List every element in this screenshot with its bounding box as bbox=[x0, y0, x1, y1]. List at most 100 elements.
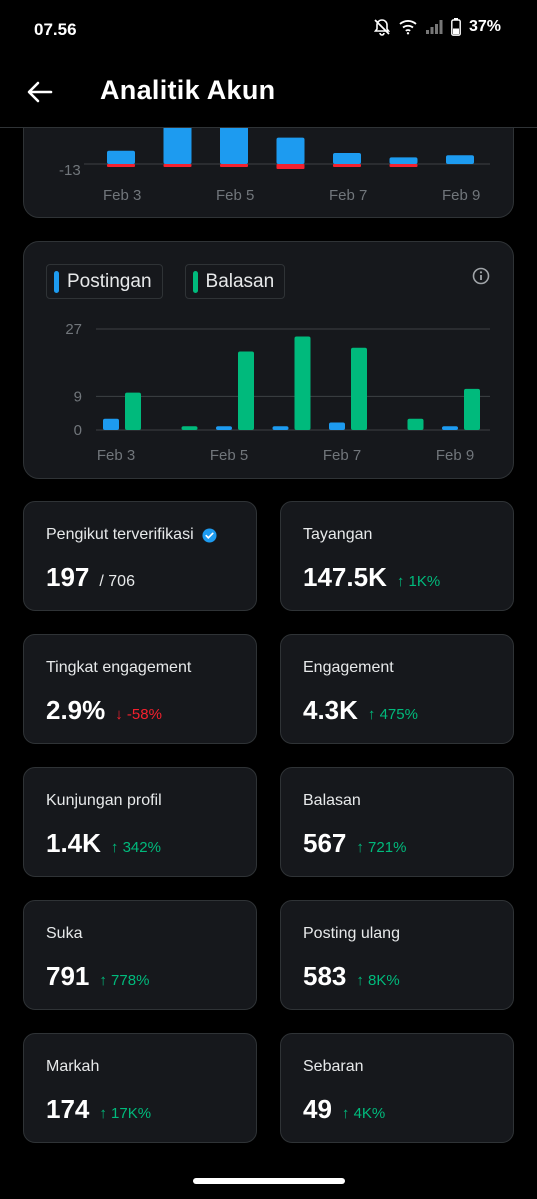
page-title: Analitik Akun bbox=[100, 75, 276, 105]
stat-change: ↑ 4K% bbox=[341, 1105, 386, 1122]
stat-label-text: Tingkat engagement bbox=[46, 659, 192, 676]
bar-positive bbox=[107, 150, 135, 164]
stat-label: Engagement bbox=[303, 659, 394, 677]
x-tick-label: Feb 9 bbox=[436, 447, 474, 464]
chart-legend: Postingan Balasan bbox=[46, 264, 286, 299]
stat-value: 791 bbox=[46, 961, 90, 991]
stat-change: ↑ 475% bbox=[367, 706, 418, 723]
info-icon bbox=[472, 267, 490, 285]
bar-balasan bbox=[238, 351, 254, 430]
legend-swatch bbox=[54, 270, 59, 293]
app-header: Analitik Akun bbox=[0, 60, 537, 128]
bar-negative bbox=[220, 164, 248, 167]
stat-value: 2.9% bbox=[46, 695, 106, 725]
y-tick-label: 27 bbox=[65, 321, 82, 338]
stat-value: 174 bbox=[46, 1094, 90, 1124]
stat-label-text: Engagement bbox=[303, 659, 394, 676]
stat-change: ↓ -58% bbox=[115, 706, 162, 723]
stat-label-text: Markah bbox=[46, 1058, 100, 1075]
stat-label-text: Kunjungan profil bbox=[46, 792, 162, 809]
notifications-off-icon bbox=[373, 19, 391, 36]
stat-change: ↑ 342% bbox=[110, 839, 161, 856]
bar-balasan bbox=[464, 388, 480, 430]
info-button[interactable] bbox=[471, 266, 491, 286]
stat-label: Markah bbox=[46, 1058, 99, 1076]
bar-postingan bbox=[329, 422, 345, 430]
arrow-left-icon bbox=[27, 81, 53, 103]
stat-card[interactable]: Markah 174 ↑ 17K% bbox=[23, 1033, 257, 1143]
stat-card[interactable]: Suka 791 ↑ 778% bbox=[23, 900, 257, 1010]
legend-item-posts[interactable]: Postingan bbox=[46, 264, 163, 299]
stat-card[interactable]: Pengikut terverifikasi 197 / 706 bbox=[23, 501, 257, 611]
bar-balasan bbox=[294, 336, 311, 430]
stat-change: ↑ 17K% bbox=[99, 1105, 152, 1122]
stat-value: 197 bbox=[46, 562, 90, 592]
x-tick-label: Feb 7 bbox=[323, 447, 361, 464]
stat-value-row: 49 ↑ 4K% bbox=[303, 1094, 385, 1125]
x-tick-label: Feb 3 bbox=[103, 187, 141, 204]
bar-balasan bbox=[125, 392, 141, 430]
signal-icon bbox=[425, 20, 443, 34]
y-tick-label: -13 bbox=[59, 162, 81, 179]
bar-negative bbox=[163, 164, 192, 167]
y-tick-label: 0 bbox=[74, 422, 82, 439]
home-indicator[interactable] bbox=[193, 1178, 345, 1184]
stat-label-text: Balasan bbox=[303, 792, 361, 809]
stat-value: 49 bbox=[303, 1094, 332, 1124]
verified-badge-icon bbox=[202, 527, 217, 543]
bar-negative bbox=[107, 164, 135, 167]
bar-positive bbox=[333, 153, 361, 164]
stat-card[interactable]: Sebaran 49 ↑ 4K% bbox=[280, 1033, 514, 1143]
battery-level: 37% bbox=[468, 18, 501, 35]
stat-label: Kunjungan profil bbox=[46, 792, 162, 810]
stat-label: Posting ulang bbox=[303, 925, 400, 943]
stat-value: 567 bbox=[303, 828, 347, 858]
bar-postingan bbox=[272, 426, 289, 430]
y-tick-label: 9 bbox=[74, 388, 82, 405]
stat-label: Suka bbox=[46, 925, 82, 943]
stat-value: 1.4K bbox=[46, 828, 101, 858]
stat-label: Tingkat engagement bbox=[46, 659, 191, 677]
stat-label: Pengikut terverifikasi bbox=[46, 526, 217, 544]
stat-label-text: Suka bbox=[46, 925, 83, 942]
bar-balasan bbox=[407, 418, 424, 430]
stat-value-row: 174 ↑ 17K% bbox=[46, 1094, 151, 1125]
bar-balasan bbox=[181, 426, 198, 430]
back-button[interactable] bbox=[24, 76, 56, 108]
bar-positive bbox=[276, 137, 305, 164]
stat-value-row: 583 ↑ 8K% bbox=[303, 961, 400, 992]
stat-value-row: 4.3K ↑ 475% bbox=[303, 695, 418, 726]
stat-label-text: Pengikut terverifikasi bbox=[46, 526, 194, 543]
stat-value-row: 147.5K ↑ 1K% bbox=[303, 562, 440, 593]
stat-value-row: 2.9% ↓ -58% bbox=[46, 695, 162, 726]
stat-card[interactable]: Tingkat engagement 2.9% ↓ -58% bbox=[23, 634, 257, 744]
stat-value: 583 bbox=[303, 961, 347, 991]
stat-change: ↑ 8K% bbox=[356, 972, 400, 989]
legend-item-replies[interactable]: Balasan bbox=[184, 264, 286, 299]
stat-label-text: Sebaran bbox=[303, 1058, 364, 1075]
bar-positive bbox=[446, 155, 474, 164]
legend-label: Postingan bbox=[67, 270, 152, 292]
status-time: 07.56 bbox=[34, 20, 77, 39]
legend-label: Balasan bbox=[205, 270, 275, 292]
stat-value-row: 197 / 706 bbox=[46, 562, 135, 593]
battery-icon bbox=[451, 18, 461, 36]
status-icons: 37% bbox=[373, 18, 501, 36]
bar-negative bbox=[389, 164, 418, 167]
stat-card[interactable]: Balasan 567 ↑ 721% bbox=[280, 767, 514, 877]
status-bar: 07.56 37% bbox=[0, 0, 537, 60]
stat-value: 147.5K bbox=[303, 562, 387, 592]
stat-card[interactable]: Kunjungan profil 1.4K ↑ 342% bbox=[23, 767, 257, 877]
stat-value-row: 567 ↑ 721% bbox=[303, 828, 406, 859]
stat-card[interactable]: Posting ulang 583 ↑ 8K% bbox=[280, 900, 514, 1010]
stat-total: / 706 bbox=[99, 573, 135, 590]
stat-label: Balasan bbox=[303, 792, 361, 810]
stat-card[interactable]: Engagement 4.3K ↑ 475% bbox=[280, 634, 514, 744]
stat-label-text: Posting ulang bbox=[303, 925, 400, 942]
stat-label-text: Tayangan bbox=[303, 526, 373, 543]
stat-card[interactable]: Tayangan 147.5K ↑ 1K% bbox=[280, 501, 514, 611]
stat-label: Sebaran bbox=[303, 1058, 364, 1076]
stat-change: ↑ 1K% bbox=[396, 573, 441, 590]
bar-balasan bbox=[351, 347, 367, 430]
posts-replies-bar-chart: 27 9 0 Feb 3 Feb 5 Feb 7 Feb 9 bbox=[65, 321, 490, 464]
